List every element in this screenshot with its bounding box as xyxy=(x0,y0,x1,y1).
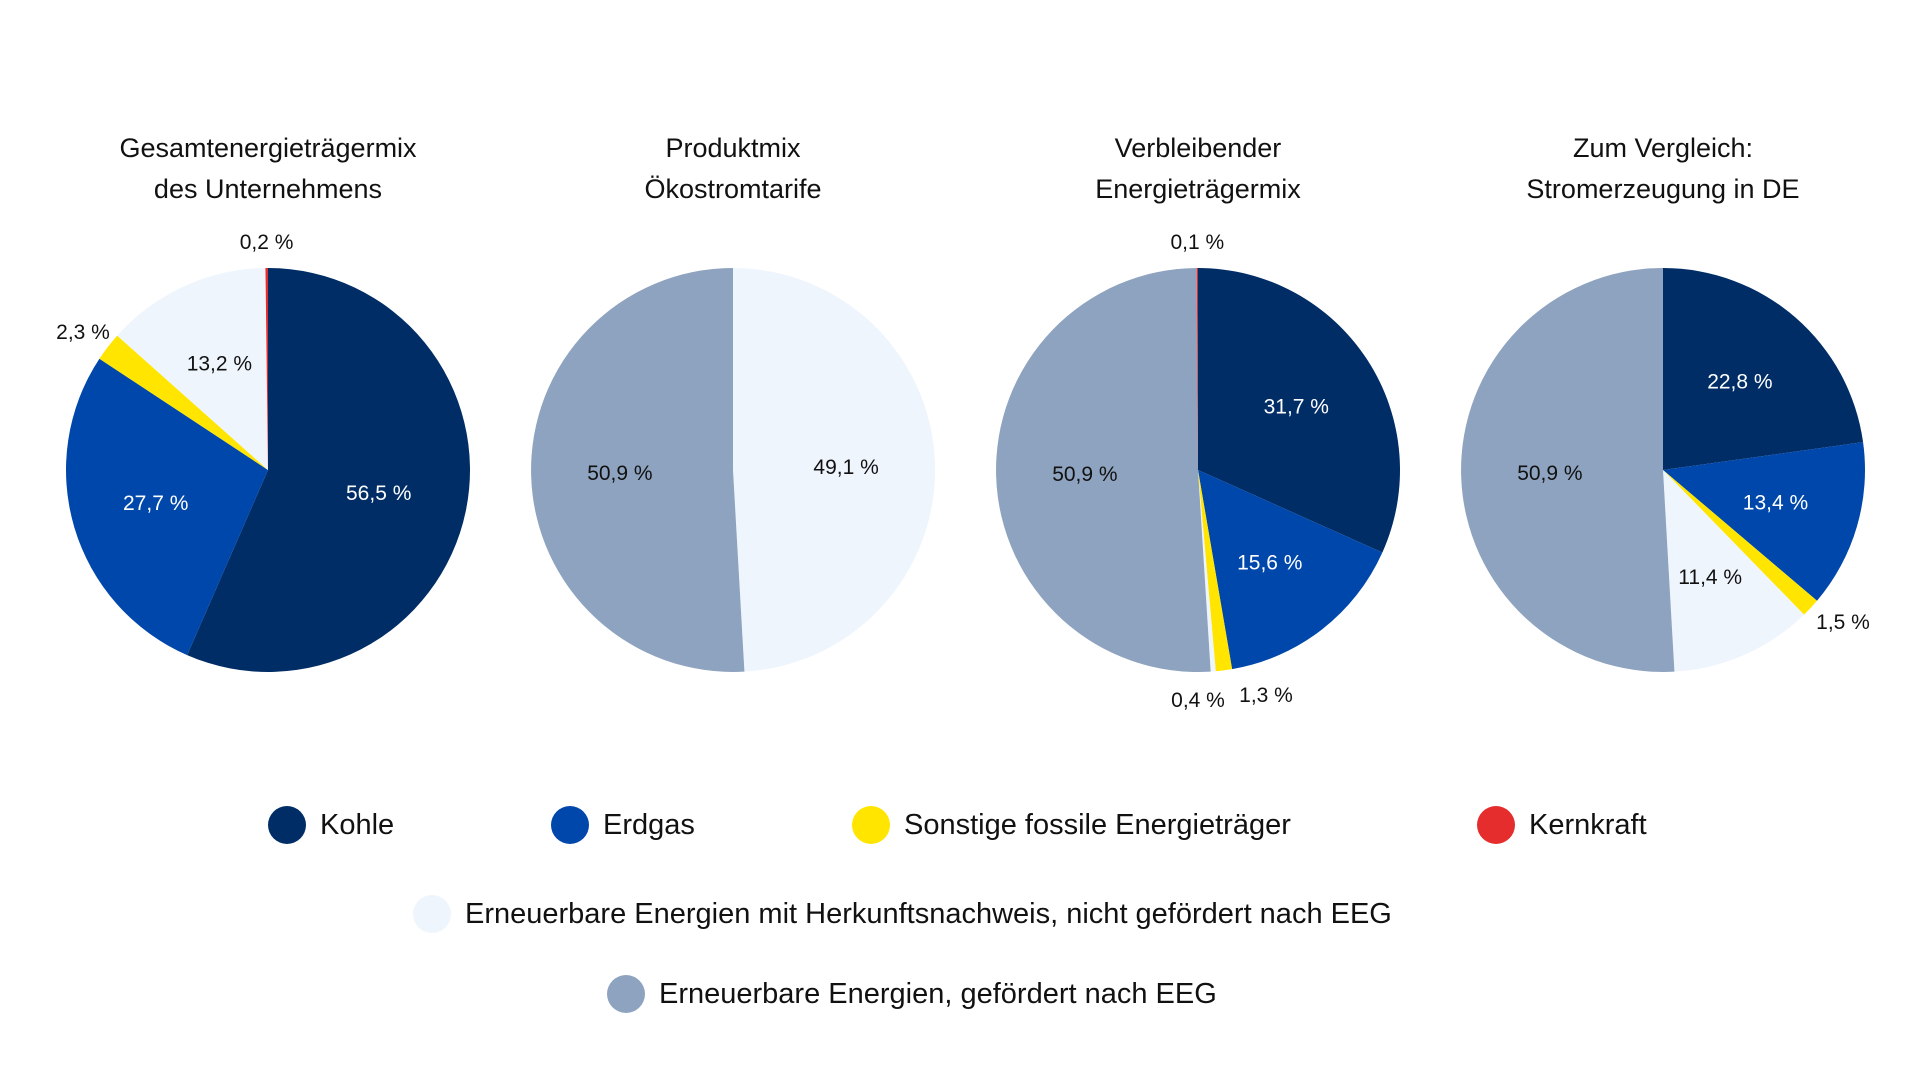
slice-label-erneuerbar-eeg: 50,9 % xyxy=(1517,462,1582,485)
legend-swatch-erneuerbar-eeg xyxy=(607,975,645,1013)
legend-label-kohle: Kohle xyxy=(320,808,395,841)
slice-label-sonstige: 2,3 % xyxy=(56,321,110,344)
pie-slice-erneuerbar-hkn xyxy=(1198,470,1216,672)
legend-swatch-kohle xyxy=(268,806,306,844)
slice-label-erdgas: 27,7 % xyxy=(123,492,188,515)
slice-label-kohle: 31,7 % xyxy=(1264,395,1329,418)
pie-slice-erneuerbar-eeg xyxy=(996,268,1211,672)
legend-label-kernkraft: Kernkraft xyxy=(1529,808,1647,841)
pie-slice-sonstige xyxy=(99,335,268,470)
slice-label-erdgas: 13,4 % xyxy=(1743,492,1808,515)
legend-label-erneuerbar-eeg: Erneuerbare Energien, gefördert nach EEG xyxy=(659,977,1217,1010)
chart-title-3-line-1: Verbleibender xyxy=(1115,133,1282,163)
pie-slice-kohle xyxy=(1663,268,1864,470)
chart-title-4-line-2: Stromerzeugung in DE xyxy=(1526,174,1799,204)
chart-title-2-line-1: Produktmix xyxy=(665,133,801,163)
pie-slice-erdgas xyxy=(1198,470,1383,670)
legend-item-erneuerbar-hkn: Erneuerbare Energien mit Herkunftsnachwe… xyxy=(413,884,1392,944)
slice-label-sonstige: 1,3 % xyxy=(1239,684,1293,707)
slice-label-kernkraft: 0,2 % xyxy=(240,231,294,254)
pie-slice-erneuerbar-eeg xyxy=(1461,268,1675,673)
legend-row-3: Erneuerbare Energien, gefördert nach EEG xyxy=(0,964,1920,1024)
slice-label-erneuerbar-eeg: 50,9 % xyxy=(587,462,652,485)
pie-slice-erneuerbar-hkn xyxy=(733,268,936,672)
legend-item-kernkraft: Kernkraft xyxy=(1477,795,1647,855)
slice-label-sonstige: 1,5 % xyxy=(1816,611,1870,634)
slice-label-erneuerbar-eeg: 50,9 % xyxy=(1052,463,1117,486)
chart-title-4-line-1: Zum Vergleich: xyxy=(1573,133,1753,163)
slice-label-erneuerbar-hkn: 11,4 % xyxy=(1678,566,1742,589)
pie-chart-4: Zum Vergleich: Stromerzeugung in DE 22,8 %… xyxy=(1461,133,1870,673)
pie-slice-sonstige xyxy=(1663,470,1818,615)
slice-label-erneuerbar-hkn: 49,1 % xyxy=(813,456,878,479)
legend-swatch-erdgas xyxy=(551,806,589,844)
pie-slice-erneuerbar-hkn xyxy=(1663,470,1805,672)
pie-slice-erdgas xyxy=(66,358,268,656)
pie-slice-kernkraft xyxy=(1196,267,1198,470)
legend-label-erdgas: Erdgas xyxy=(603,808,695,841)
legend-item-kohle: Kohle xyxy=(268,795,394,855)
pie-slice-erneuerbar-hkn xyxy=(117,268,269,470)
pie-chart-2: Produktmix Ökostromtarife 49,1 % 50,9 % xyxy=(531,133,936,672)
chart-title-2-line-2: Ökostromtarife xyxy=(644,174,821,204)
legend-item-sonstige: Sonstige fossile Energieträger xyxy=(852,795,1291,855)
slice-label-kernkraft: 0,1 % xyxy=(1170,231,1224,254)
legend-swatch-erneuerbar-hkn xyxy=(413,895,451,933)
slice-label-kohle: 22,8 % xyxy=(1707,371,1772,394)
pie-slice-kohle xyxy=(187,268,471,672)
slice-label-kohle: 56,5 % xyxy=(346,482,411,505)
pie-slice-erdgas xyxy=(1663,442,1865,601)
pie-slice-erneuerbar-eeg xyxy=(531,268,745,672)
pie-chart-1: Gesamtenergieträgermix des Unternehmens 56… xyxy=(56,133,471,672)
pie-slice-kernkraft xyxy=(265,268,268,470)
pie-slice-sonstige xyxy=(1198,470,1233,672)
slice-label-erneuerbar-hkn: 0,4 % xyxy=(1171,689,1225,712)
legend-item-erdgas: Erdgas xyxy=(551,795,695,855)
slice-label-erneuerbar-hkn: 13,2 % xyxy=(187,352,252,375)
legend-swatch-sonstige xyxy=(852,806,890,844)
legend-row-1: Kohle Erdgas Sonstige fossile Energieträ… xyxy=(0,795,1920,855)
slice-label-erdgas: 15,6 % xyxy=(1237,552,1302,575)
legend-item-erneuerbar-eeg: Erneuerbare Energien, gefördert nach EEG xyxy=(607,964,1217,1024)
pie-slice-kohle xyxy=(1198,268,1400,553)
chart-title-3-line-2: Energieträgermix xyxy=(1095,174,1301,204)
chart-title-1-line-1: Gesamtenergieträgermix xyxy=(119,133,417,163)
legend-swatch-kernkraft xyxy=(1477,806,1515,844)
legend-row-2: Erneuerbare Energien mit Herkunftsnachwe… xyxy=(0,884,1920,944)
legend-label-sonstige: Sonstige fossile Energieträger xyxy=(904,808,1291,841)
legend-label-erneuerbar-hkn: Erneuerbare Energien mit Herkunftsnachwe… xyxy=(465,897,1392,930)
pie-charts-area: Gesamtenergieträgermix des Unternehmens 56… xyxy=(56,133,1870,712)
pie-chart-3: Verbleibender Energieträgermix 31,7 % 15,6 … xyxy=(996,133,1400,712)
chart-title-1-line-2: des Unternehmens xyxy=(154,174,382,204)
